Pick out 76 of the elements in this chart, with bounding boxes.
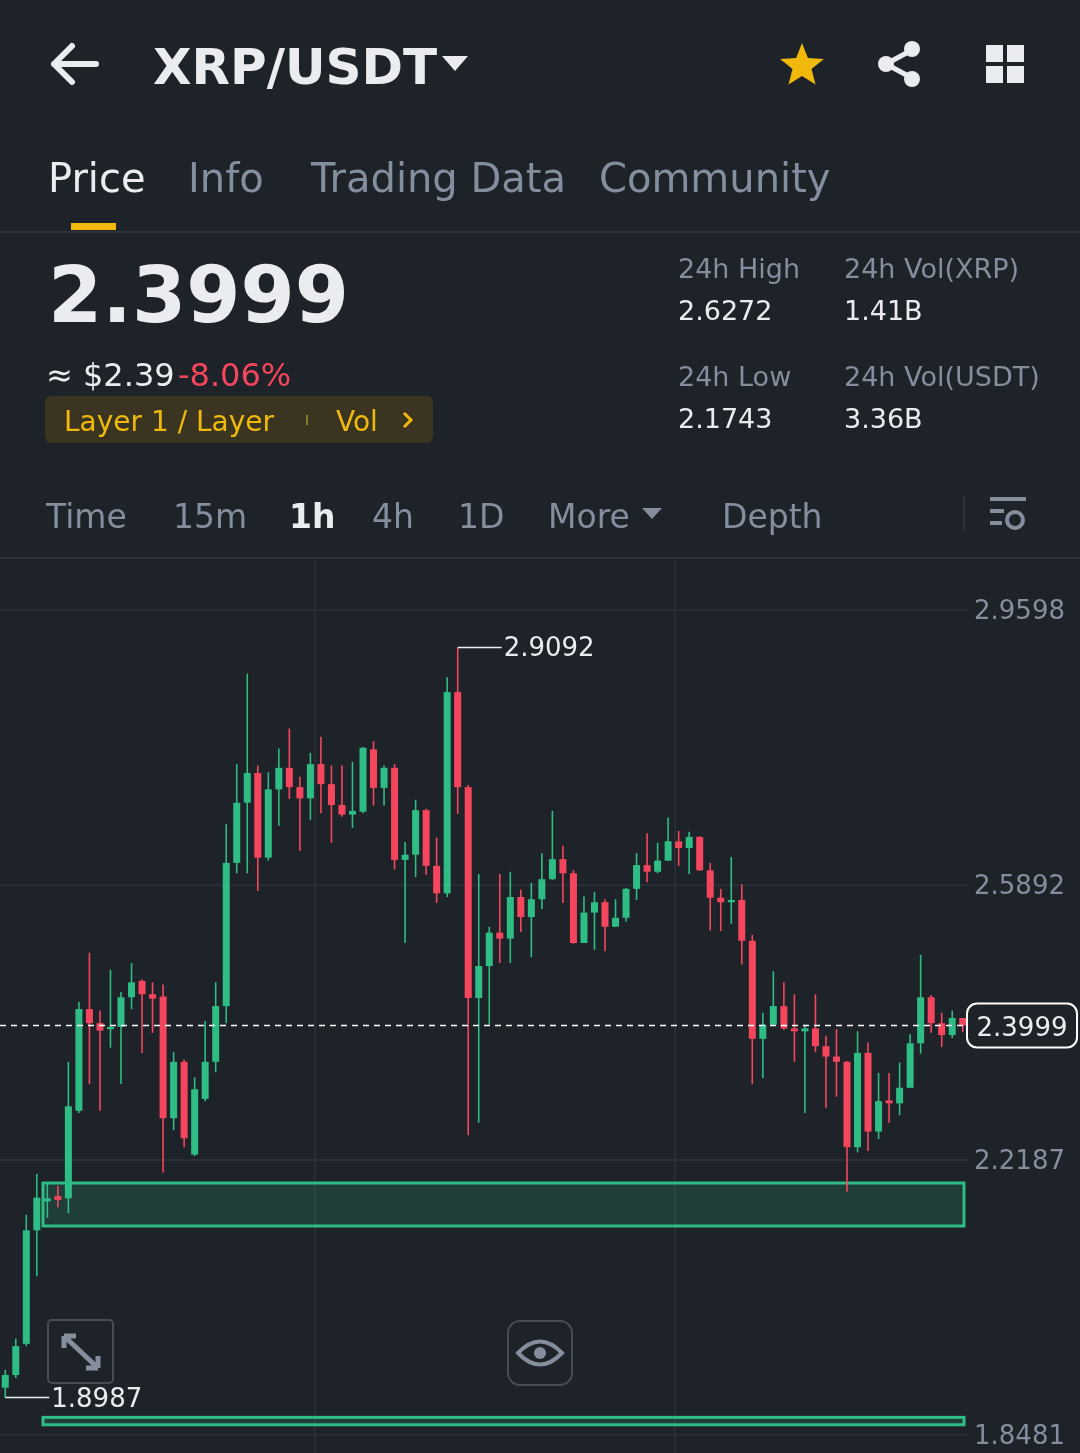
- y-tick-label: 2.2187: [974, 1145, 1065, 1176]
- candlestick: [296, 775, 304, 852]
- candlestick: [822, 1035, 830, 1109]
- candlestick: [790, 993, 798, 1063]
- candlestick: [590, 891, 598, 951]
- candlestick: [643, 832, 651, 883]
- candlestick: [128, 962, 136, 1010]
- candlestick: [612, 898, 620, 928]
- candlestick: [54, 1184, 62, 1209]
- candlestick: [832, 1028, 840, 1098]
- candlestick: [633, 852, 641, 901]
- candlestick: [685, 830, 693, 875]
- ref-line-label: 2.3999: [976, 1011, 1068, 1042]
- candlestick: [664, 816, 672, 862]
- candlestick: [548, 810, 556, 881]
- text: 1h: [289, 497, 336, 536]
- y-tick-label: 1.8481: [974, 1420, 1065, 1451]
- candlestick: [85, 951, 93, 1085]
- candlestick: [1, 1369, 9, 1399]
- text: 24h Vol(XRP): [844, 253, 1020, 284]
- candlestick: [885, 1072, 893, 1124]
- candlestick: [717, 888, 725, 932]
- candlestick: [769, 970, 777, 1027]
- candlestick: [285, 727, 293, 800]
- text: Info: [188, 155, 264, 201]
- candlestick: [496, 873, 504, 964]
- text: ≈ $2.39: [46, 356, 175, 394]
- text: 1D: [458, 497, 505, 536]
- candlestick: [517, 888, 525, 933]
- annotation: 2.9092: [503, 632, 595, 663]
- text: -8.06%: [178, 356, 292, 394]
- text: 15m: [173, 497, 248, 536]
- text: Time: [45, 497, 127, 536]
- candlestick: [948, 1009, 956, 1039]
- text: 2.6272: [678, 295, 773, 326]
- text: 24h Vol(USDT): [844, 361, 1040, 392]
- candlestick: [149, 981, 157, 1034]
- candlestick: [759, 1012, 767, 1079]
- y-tick-label: 2.5892: [974, 869, 1065, 900]
- text: 2.1743: [678, 403, 773, 434]
- candlestick: [327, 764, 335, 844]
- text: Depth: [722, 497, 823, 536]
- candlestick: [896, 1061, 904, 1117]
- text: Vol: [336, 405, 378, 438]
- candlestick: [801, 1023, 809, 1114]
- text: 4h: [372, 497, 414, 536]
- text: Layer 1 / Layer: [64, 405, 275, 438]
- candlestick: [348, 761, 356, 829]
- text: 2.3999: [48, 250, 349, 340]
- text: 24h Low: [678, 361, 792, 392]
- candlestick: [275, 747, 283, 827]
- text: Community: [599, 155, 831, 201]
- text: 24h High: [678, 253, 801, 284]
- text: 1.41B: [844, 295, 923, 326]
- candlestick: [780, 981, 788, 1031]
- candlestick: [675, 830, 683, 867]
- candlestick: [938, 1012, 946, 1048]
- y-tick-label: 2.9598: [974, 594, 1065, 625]
- text: More: [548, 497, 630, 536]
- candlestick: [380, 764, 388, 807]
- candlestick: [538, 852, 546, 910]
- candlestick: [654, 842, 662, 875]
- chart-title: XRP/USDT: [153, 38, 438, 96]
- candlestick: [811, 993, 819, 1053]
- candlestick: [43, 1182, 51, 1219]
- text: 3.36B: [844, 403, 923, 434]
- candlestick: [559, 844, 567, 904]
- candlestick: [317, 735, 325, 814]
- annotation: 1.8987: [51, 1382, 143, 1413]
- text: Price: [48, 155, 146, 201]
- candlestick: [138, 978, 146, 1054]
- text: Trading Data: [310, 155, 566, 201]
- candlestick: [96, 1009, 104, 1112]
- candlestick: [338, 764, 346, 818]
- candlestick: [527, 882, 535, 958]
- candlestick: [401, 841, 409, 944]
